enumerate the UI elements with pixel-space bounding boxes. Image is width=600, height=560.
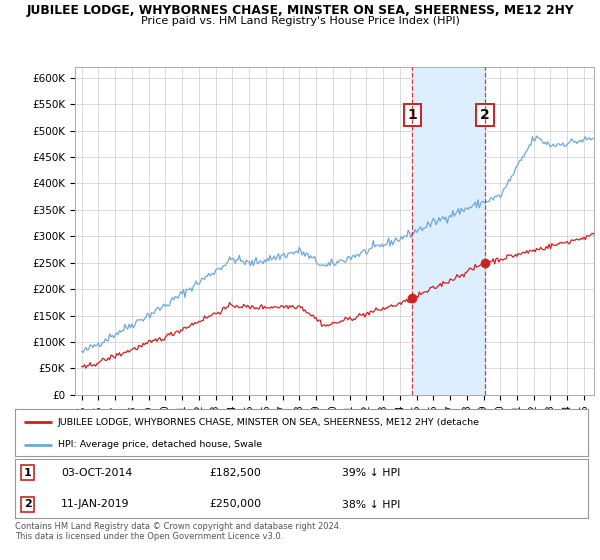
Text: 39% ↓ HPI: 39% ↓ HPI [341, 468, 400, 478]
Text: 1: 1 [407, 108, 417, 122]
Text: Price paid vs. HM Land Registry's House Price Index (HPI): Price paid vs. HM Land Registry's House … [140, 16, 460, 26]
Text: £250,000: £250,000 [210, 500, 262, 510]
Text: JUBILEE LODGE, WHYBORNES CHASE, MINSTER ON SEA, SHEERNESS, ME12 2HY (detache: JUBILEE LODGE, WHYBORNES CHASE, MINSTER … [58, 418, 480, 427]
Bar [412, 67, 485, 395]
Text: 11-JAN-2019: 11-JAN-2019 [61, 500, 130, 510]
Text: 1: 1 [24, 468, 31, 478]
Text: 38% ↓ HPI: 38% ↓ HPI [341, 500, 400, 510]
Text: £182,500: £182,500 [210, 468, 262, 478]
Text: 2: 2 [24, 500, 31, 510]
Text: HPI: Average price, detached house, Swale: HPI: Average price, detached house, Swal… [58, 440, 262, 449]
Text: 03-OCT-2014: 03-OCT-2014 [61, 468, 132, 478]
Text: Contains HM Land Registry data © Crown copyright and database right 2024.
This d: Contains HM Land Registry data © Crown c… [15, 522, 341, 542]
Text: JUBILEE LODGE, WHYBORNES CHASE, MINSTER ON SEA, SHEERNESS, ME12 2HY: JUBILEE LODGE, WHYBORNES CHASE, MINSTER … [26, 4, 574, 17]
Text: 2: 2 [480, 108, 490, 122]
